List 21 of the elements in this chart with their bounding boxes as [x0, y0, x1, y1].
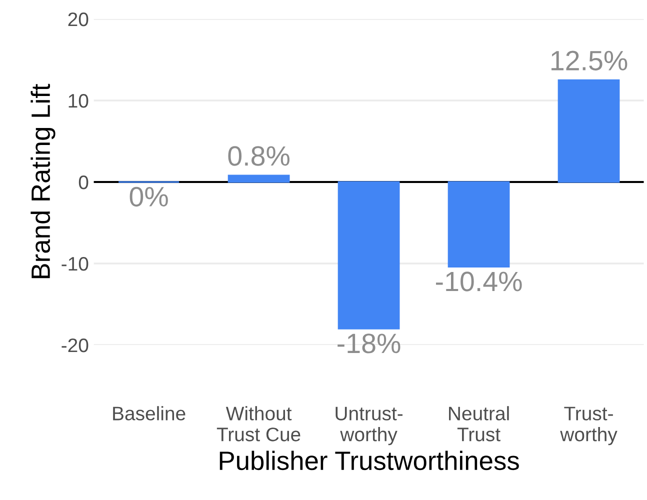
data-label: -18%: [338, 334, 400, 354]
x-tick-label: Without Trust Cue: [216, 406, 300, 442]
bar: [338, 181, 400, 330]
data-label: 0.8%: [228, 146, 290, 166]
x-axis-title: Publisher Trustworthiness: [220, 450, 519, 470]
y-tick-label: 20: [68, 12, 88, 26]
data-label: 0%: [130, 186, 168, 207]
data-label: -10.4%: [436, 272, 522, 292]
bar: [558, 79, 620, 183]
y-tick-label: 0: [78, 175, 88, 190]
y-tick-label: -20: [62, 338, 88, 352]
y-axis-title: Brand Rating Lift: [30, 84, 56, 278]
x-tick-label: Trust- worthy: [560, 406, 618, 446]
x-tick-label: Untrust- worthy: [336, 406, 402, 446]
y-tick-label: -10: [62, 256, 88, 271]
bar: [228, 174, 290, 183]
bar: [448, 181, 510, 268]
x-tick-label: Neutral Trust: [449, 406, 509, 442]
y-tick-label: 10: [68, 94, 88, 108]
x-tick-label: Baseline: [113, 406, 186, 420]
data-label: 12.5%: [552, 50, 628, 70]
